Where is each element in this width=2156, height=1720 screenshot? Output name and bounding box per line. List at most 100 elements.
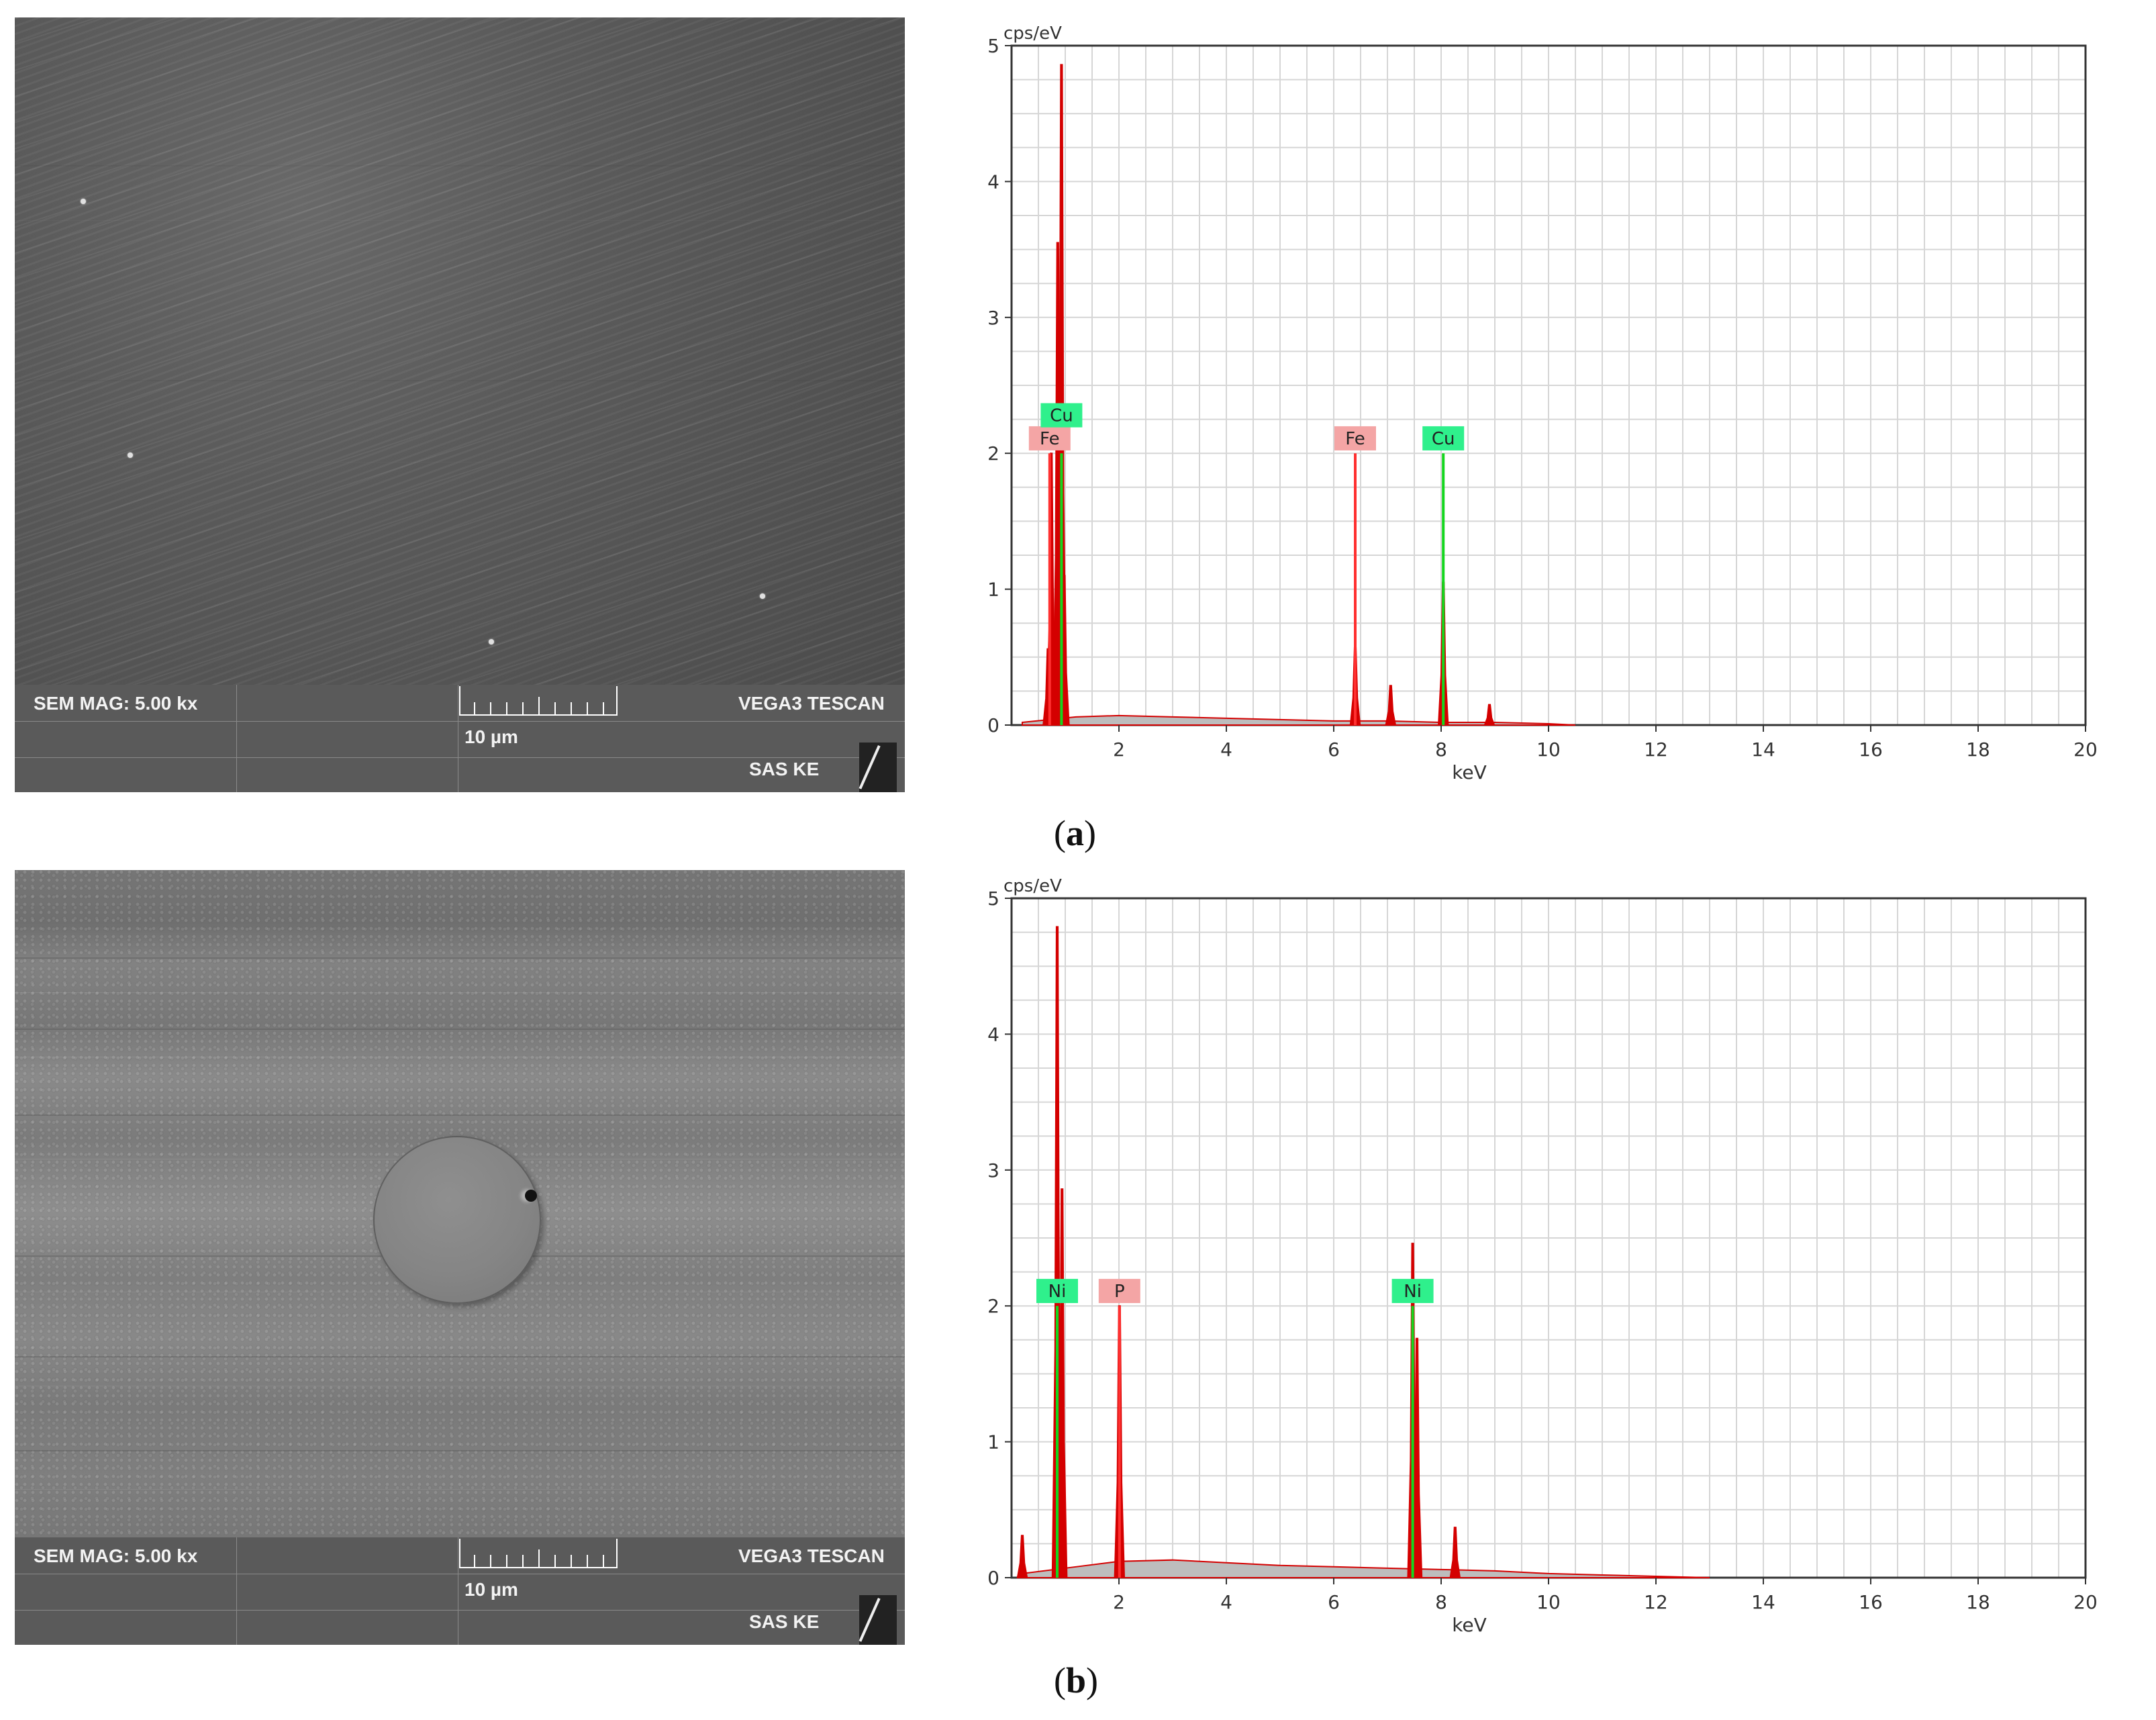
sem-bar-divider <box>15 721 905 722</box>
panel-label-open: ( <box>1054 1660 1066 1701</box>
y-tick-label: 5 <box>987 35 999 57</box>
element-label: Fe <box>1345 429 1365 449</box>
sem-texture-band <box>15 380 905 463</box>
y-tick-label: 5 <box>987 888 999 910</box>
sem-panel-a: SEM MAG: 5.00 kx 10 µm VEGA3 TESCAN SAS … <box>15 17 905 792</box>
x-tick-label: 10 <box>1536 1591 1561 1613</box>
x-axis-label: keV <box>1452 761 1487 783</box>
x-tick-label: 18 <box>1966 738 1990 761</box>
spectrum-peak <box>1056 1188 1068 1578</box>
scale-tick <box>522 702 524 714</box>
y-tick-label: 0 <box>987 714 999 736</box>
element-label-box <box>1028 426 1071 450</box>
element-label: Fe <box>1040 429 1060 449</box>
y-axis-label: cps/eV <box>1003 876 1062 896</box>
sem-texture-band <box>15 1029 905 1057</box>
element-label-box <box>1036 1278 1078 1303</box>
element-label-box <box>1334 426 1376 450</box>
lab-name: SAS KE <box>749 759 820 779</box>
element-label-box <box>1391 1278 1434 1303</box>
spectrum-peak <box>1016 1535 1028 1578</box>
scale-tick <box>490 1555 491 1567</box>
scale-tick <box>554 702 556 714</box>
x-tick-label: 8 <box>1435 738 1447 761</box>
x-axis-label: keV <box>1452 1614 1487 1636</box>
background-continuum <box>1022 1559 1710 1578</box>
scale-bar <box>459 686 618 716</box>
x-tick-label: 14 <box>1751 738 1775 761</box>
scale-tick <box>538 1549 540 1567</box>
x-tick-label: 6 <box>1328 1591 1340 1613</box>
x-tick-label: 20 <box>2073 738 2098 761</box>
sem-texture-band <box>15 957 905 993</box>
scale-tick <box>538 697 540 714</box>
sem-bar-divider <box>15 1610 905 1611</box>
sem-particle <box>81 199 86 204</box>
scale-label: 10 µm <box>464 1579 518 1600</box>
panel-label-b: (b) <box>1054 1662 1098 1699</box>
element-label: Ni <box>1048 1282 1067 1302</box>
sem-micrograph-a <box>15 17 905 685</box>
sem-bar-divider <box>236 685 237 792</box>
element-label: Cu <box>1432 429 1455 449</box>
y-tick-label: 1 <box>987 579 999 601</box>
x-tick-label: 6 <box>1328 738 1340 761</box>
spectrum-peak <box>1483 704 1496 726</box>
scale-tick <box>474 702 475 714</box>
sem-particle <box>489 639 494 644</box>
x-tick-label: 4 <box>1220 738 1232 761</box>
element-label: Ni <box>1404 1282 1422 1302</box>
sem-info-bar: SEM MAG: 5.00 kx 10 µm VEGA3 TESCAN SAS … <box>15 1537 905 1645</box>
y-tick-label: 2 <box>987 442 999 465</box>
scale-tick <box>490 702 491 714</box>
scale-tick <box>603 1555 604 1567</box>
scale-tick <box>506 1555 507 1567</box>
spectrum-peak <box>1449 1527 1461 1578</box>
sem-info-bar: SEM MAG: 5.00 kx 10 µm VEGA3 TESCAN SAS … <box>15 685 905 792</box>
panel-label-close: ) <box>1083 813 1096 853</box>
sem-texture-band <box>15 1356 905 1386</box>
logo-slash-icon <box>859 745 881 790</box>
panel-label-close: ) <box>1086 1660 1099 1701</box>
sem-bar-divider <box>15 757 905 758</box>
x-tick-label: 8 <box>1435 1591 1447 1613</box>
lab-name: SAS KE <box>749 1611 820 1632</box>
x-tick-label: 2 <box>1113 1591 1125 1613</box>
scale-tick <box>603 702 604 714</box>
scale-bar <box>459 1539 618 1568</box>
sem-texture-band <box>15 165 905 221</box>
x-tick-label: 12 <box>1644 738 1668 761</box>
x-tick-label: 16 <box>1859 738 1883 761</box>
y-tick-label: 4 <box>987 171 999 193</box>
panel-label-open: ( <box>1054 813 1066 853</box>
sem-magnification: SEM MAG: 5.00 kx <box>34 693 198 714</box>
spectrum-peak <box>1411 1337 1423 1578</box>
element-label-box <box>1040 403 1083 428</box>
x-tick-label: 2 <box>1113 738 1125 761</box>
sem-texture-band <box>15 1450 905 1490</box>
x-tick-label: 10 <box>1536 738 1561 761</box>
x-tick-label: 14 <box>1751 1591 1775 1613</box>
x-tick-label: 4 <box>1220 1591 1232 1613</box>
y-tick-label: 1 <box>987 1431 999 1453</box>
x-tick-label: 20 <box>2073 1591 2098 1613</box>
scale-tick <box>522 1555 524 1567</box>
x-tick-label: 12 <box>1644 1591 1668 1613</box>
y-axis-label: cps/eV <box>1003 23 1062 44</box>
x-tick-label: 18 <box>1966 1591 1990 1613</box>
sem-particle <box>128 452 133 458</box>
pore <box>525 1190 537 1202</box>
institute-logo <box>859 743 897 792</box>
element-label: P <box>1114 1282 1125 1302</box>
panel-label-letter: b <box>1065 1660 1087 1701</box>
sem-micrograph-b <box>15 870 905 1537</box>
y-tick-label: 2 <box>987 1295 999 1317</box>
institute-logo <box>859 1595 897 1645</box>
scale-tick <box>474 1555 475 1567</box>
sem-panel-b: SEM MAG: 5.00 kx 10 µm VEGA3 TESCAN SAS … <box>15 870 905 1645</box>
microscope-brand: VEGA3 TESCAN <box>738 1545 885 1566</box>
y-tick-label: 3 <box>987 1159 999 1182</box>
nodule <box>373 1136 541 1304</box>
